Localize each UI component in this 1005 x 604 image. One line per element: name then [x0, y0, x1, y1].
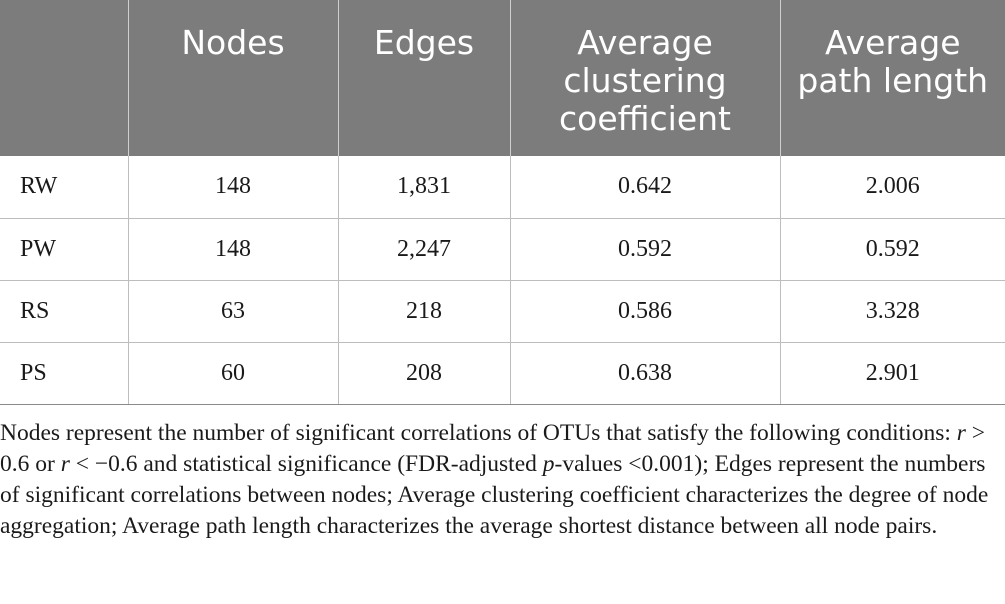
cell-clustering: 0.638	[509, 342, 780, 405]
cell-clustering: 0.642	[509, 156, 780, 219]
header-clustering: Average clustering coefficient	[509, 0, 780, 156]
cell-path-length: 2.901	[779, 342, 1005, 405]
cell-clustering: 0.592	[509, 218, 780, 281]
footnote-var-r: r	[60, 451, 70, 477]
header-path-length: Average path length	[779, 0, 1005, 156]
row-label: PW	[0, 218, 128, 281]
cell-nodes: 60	[127, 342, 338, 405]
cell-path-length: 2.006	[779, 156, 1005, 219]
table-row: PS 60 208 0.638 2.901	[0, 342, 1005, 405]
footnote-text: < −0.6 and statistical significance (FDR…	[69, 451, 543, 477]
cell-edges: 1,831	[337, 156, 510, 219]
row-label: PS	[0, 342, 128, 405]
footnote-text: -values <0.001); Edges represent the num…	[0, 451, 989, 539]
cell-edges: 2,247	[337, 218, 510, 281]
cell-edges: 208	[337, 342, 510, 405]
header-empty	[0, 0, 128, 156]
footnote-var-r: r	[956, 420, 966, 446]
table-header: Nodes Edges Average clustering coefficie…	[0, 0, 1005, 156]
table-row: RS 63 218 0.586 3.328	[0, 280, 1005, 343]
footnote-text: Nodes represent the number of significan…	[0, 420, 957, 446]
table-body: RW 148 1,831 0.642 2.006 PW 148 2,247 0.…	[0, 156, 1005, 405]
header-nodes: Nodes	[127, 0, 338, 156]
header-edges: Edges	[337, 0, 510, 156]
table-row: RW 148 1,831 0.642 2.006	[0, 156, 1005, 219]
network-properties-table: Nodes Edges Average clustering coefficie…	[0, 0, 1005, 405]
row-label: RW	[0, 156, 128, 219]
cell-nodes: 148	[127, 156, 338, 219]
table-footnote: Nodes represent the number of significan…	[0, 418, 990, 542]
cell-edges: 218	[337, 280, 510, 343]
cell-clustering: 0.586	[509, 280, 780, 343]
cell-path-length: 3.328	[779, 280, 1005, 343]
footnote-var-p: p	[542, 451, 555, 477]
footnote-text: > 0.6 or	[0, 420, 986, 477]
cell-path-length: 0.592	[779, 218, 1005, 281]
cell-nodes: 63	[127, 280, 338, 343]
header-row: Nodes Edges Average clustering coefficie…	[0, 0, 1005, 156]
table-row: PW 148 2,247 0.592 0.592	[0, 218, 1005, 281]
cell-nodes: 148	[127, 218, 338, 281]
row-label: RS	[0, 280, 128, 343]
